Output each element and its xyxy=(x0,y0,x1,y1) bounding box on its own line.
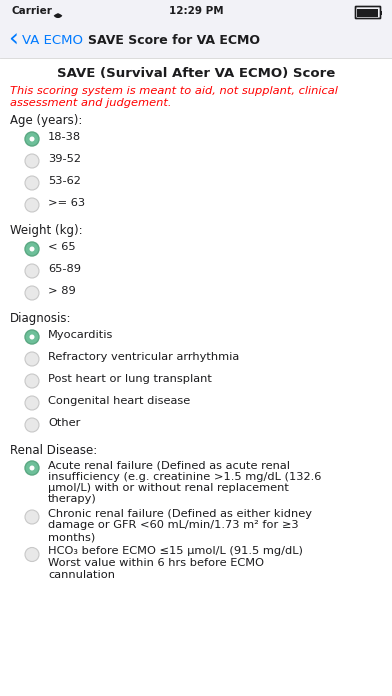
Circle shape xyxy=(25,418,39,432)
Circle shape xyxy=(25,330,39,344)
Text: 12:29 PM: 12:29 PM xyxy=(169,6,223,16)
Circle shape xyxy=(25,198,39,212)
Circle shape xyxy=(25,548,39,562)
Circle shape xyxy=(25,396,39,410)
Circle shape xyxy=(25,242,39,256)
Text: Worst value within 6 hrs before ECMO: Worst value within 6 hrs before ECMO xyxy=(48,558,264,568)
Circle shape xyxy=(25,176,39,190)
Circle shape xyxy=(25,352,39,366)
Circle shape xyxy=(25,264,39,278)
FancyBboxPatch shape xyxy=(0,58,392,696)
Text: 39-52: 39-52 xyxy=(48,154,81,164)
Text: μmol/L) with or without renal replacement: μmol/L) with or without renal replacemen… xyxy=(48,483,289,493)
Circle shape xyxy=(29,246,34,251)
Text: < 65: < 65 xyxy=(48,242,76,252)
Circle shape xyxy=(29,136,34,141)
Circle shape xyxy=(25,286,39,300)
Text: VA ECMO: VA ECMO xyxy=(22,33,83,47)
Text: >= 63: >= 63 xyxy=(48,198,85,208)
Text: 18-38: 18-38 xyxy=(48,132,81,142)
Text: Renal Disease:: Renal Disease: xyxy=(10,444,97,457)
Text: Other: Other xyxy=(48,418,80,428)
FancyBboxPatch shape xyxy=(0,22,392,58)
Circle shape xyxy=(29,466,34,470)
Text: Weight (kg):: Weight (kg): xyxy=(10,224,83,237)
Text: Chronic renal failure (Defined as either kidney: Chronic renal failure (Defined as either… xyxy=(48,509,312,519)
FancyBboxPatch shape xyxy=(358,8,379,17)
FancyBboxPatch shape xyxy=(0,0,392,22)
Text: SAVE Score for VA ECMO: SAVE Score for VA ECMO xyxy=(88,33,260,47)
Circle shape xyxy=(29,335,34,340)
Text: damage or GFR <60 mL/min/1.73 m² for ≥3: damage or GFR <60 mL/min/1.73 m² for ≥3 xyxy=(48,521,299,530)
Circle shape xyxy=(25,510,39,524)
Text: therapy): therapy) xyxy=(48,494,97,505)
Circle shape xyxy=(25,154,39,168)
Text: cannulation: cannulation xyxy=(48,569,115,580)
Text: Congenital heart disease: Congenital heart disease xyxy=(48,396,190,406)
Text: Post heart or lung transplant: Post heart or lung transplant xyxy=(48,374,212,384)
Text: 53-62: 53-62 xyxy=(48,176,81,186)
Circle shape xyxy=(25,132,39,146)
Text: Carrier: Carrier xyxy=(12,6,53,16)
Text: months): months) xyxy=(48,532,95,542)
Circle shape xyxy=(25,461,39,475)
Text: This scoring system is meant to aid, not supplant, clinical: This scoring system is meant to aid, not… xyxy=(10,86,338,96)
Text: > 89: > 89 xyxy=(48,286,76,296)
Text: assessment and judgement.: assessment and judgement. xyxy=(10,98,171,108)
Text: Diagnosis:: Diagnosis: xyxy=(10,312,71,325)
Circle shape xyxy=(25,374,39,388)
FancyBboxPatch shape xyxy=(381,10,383,15)
Text: ‹: ‹ xyxy=(8,28,18,52)
Text: HCO₃ before ECMO ≤15 μmol/L (91.5 mg/dL): HCO₃ before ECMO ≤15 μmol/L (91.5 mg/dL) xyxy=(48,546,303,557)
Text: SAVE (Survival After VA ECMO) Score: SAVE (Survival After VA ECMO) Score xyxy=(57,68,335,81)
Text: Acute renal failure (Defined as acute renal: Acute renal failure (Defined as acute re… xyxy=(48,460,290,470)
Text: 65-89: 65-89 xyxy=(48,264,81,274)
Text: Myocarditis: Myocarditis xyxy=(48,330,113,340)
Text: Refractory ventricular arrhythmia: Refractory ventricular arrhythmia xyxy=(48,352,239,362)
Text: Age (years):: Age (years): xyxy=(10,114,82,127)
Text: insufficiency (e.g. creatinine >1.5 mg/dL (132.6: insufficiency (e.g. creatinine >1.5 mg/d… xyxy=(48,471,321,482)
